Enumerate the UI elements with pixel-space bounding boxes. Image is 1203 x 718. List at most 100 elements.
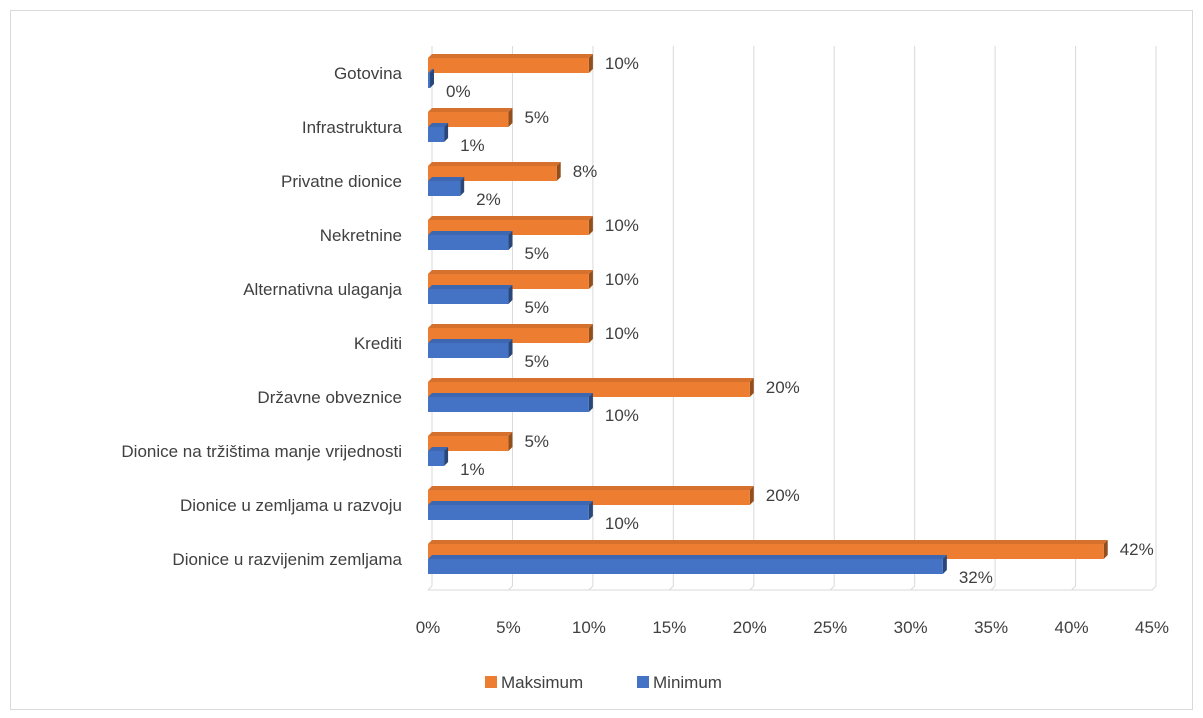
x-tick-label: 20% [733,618,767,637]
category-label: Nekretnine [320,226,402,245]
bar-side-face [556,162,561,181]
bar-minimum [428,127,445,142]
legend-label: Maksimum [501,673,583,692]
grid-floor-tick [588,585,594,591]
bar-top-face [428,339,513,343]
data-label: 1% [460,460,485,479]
category-label: Infrastruktura [302,118,403,137]
grid-floor-tick [749,585,755,591]
bar-minimum [428,451,445,466]
x-tick-label: 15% [652,618,686,637]
bar-top-face [428,231,513,235]
bar-top-face [428,162,561,166]
bar-side-face [444,123,449,142]
category-labels: Gotovina Infrastruktura Privatne dionice Ne… [121,64,402,569]
bar-top-face [428,108,513,112]
bar-maksimum [428,58,589,73]
bar-minimum [428,181,461,196]
data-label: 8% [573,162,598,181]
bar-top-face [428,486,754,490]
data-label: 10% [605,406,639,425]
data-label: 42% [1120,540,1154,559]
data-label: 5% [524,298,549,317]
data-label: 10% [605,216,639,235]
bar-minimum [428,343,509,358]
chart-frame [10,10,1193,710]
bar-minimum [428,73,430,88]
bar-maksimum [428,112,509,127]
legend-swatch-maksimum [485,676,497,688]
bar-maksimum [428,436,509,451]
grid-floor-tick [1151,585,1157,591]
data-label: 5% [524,108,549,127]
x-tick-label: 0% [416,618,441,637]
bar-side-face [942,555,947,574]
grid-floor-tick [508,585,513,591]
bar-minimum [428,505,589,520]
data-label: 20% [766,378,800,397]
bar-top-face [428,540,1108,544]
category-label: Alternativna ulaganja [243,280,402,299]
legend: Maksimum Minimum [485,673,722,692]
data-label: 5% [524,432,549,451]
legend-label: Minimum [653,673,722,692]
bar-top-face [428,216,593,220]
grid-floor-tick [427,585,433,591]
data-label: 5% [524,244,549,263]
bar-side-face [508,108,513,127]
grid-floor-tick [990,585,996,591]
bar-minimum [428,397,589,412]
x-tick-label: 40% [1055,618,1089,637]
data-label: 1% [460,136,485,155]
bar-top-face [428,69,434,73]
bar-top-face [428,378,754,382]
category-label: Dionice u razvijenim zemljama [172,550,402,569]
category-label: Gotovina [334,64,403,83]
data-label: 2% [476,190,501,209]
bar-minimum [428,235,509,250]
x-tick-label: 30% [894,618,928,637]
x-tick-label: 45% [1135,618,1169,637]
bar-side-face [1103,540,1108,559]
legend-swatch-minimum [637,676,649,688]
data-label: 0% [446,82,471,101]
bar-top-face [428,393,593,397]
data-label: 20% [766,486,800,505]
bar-minimum [428,559,943,574]
x-tick-label: 35% [974,618,1008,637]
bar-minimum [428,289,509,304]
bar-top-face [428,177,465,181]
data-labels: 10% 0% 5% 1% 8% 2% 10% 5% 10% 5% 10% 5% 20% 10% 5% 1% 20… [446,54,1154,587]
bars [428,54,1108,574]
data-label: 32% [959,568,993,587]
bar-side-face [508,432,513,451]
bar-side-face [588,216,593,235]
category-label: Krediti [354,334,402,353]
grid-floor-tick [910,585,916,591]
bar-side-face [588,54,593,73]
data-label: 10% [605,270,639,289]
category-label: Dionice u zemljama u razvoju [180,496,402,515]
bar-side-face [588,501,593,520]
bar-top-face [428,270,593,274]
x-tick-labels: 0% 5% 10% 15% 20% 25% 30% 35% 40% 45% [416,618,1169,637]
bar-side-face [749,486,754,505]
bar-side-face [588,324,593,343]
data-label: 10% [605,514,639,533]
bar-top-face [428,555,947,559]
bar-side-face [508,231,513,250]
bar-side-face [430,69,434,88]
x-tick-label: 25% [813,618,847,637]
x-tick-label: 5% [496,618,521,637]
bar-side-face [749,378,754,397]
bar-side-face [460,177,465,196]
data-label: 10% [605,54,639,73]
bar-top-face [428,432,513,436]
grid-floor-tick [668,585,674,591]
bar-side-face [588,270,593,289]
bar-side-face [588,393,593,412]
category-label: Privatne dionice [281,172,402,191]
data-label: 10% [605,324,639,343]
bar-top-face [428,324,593,328]
